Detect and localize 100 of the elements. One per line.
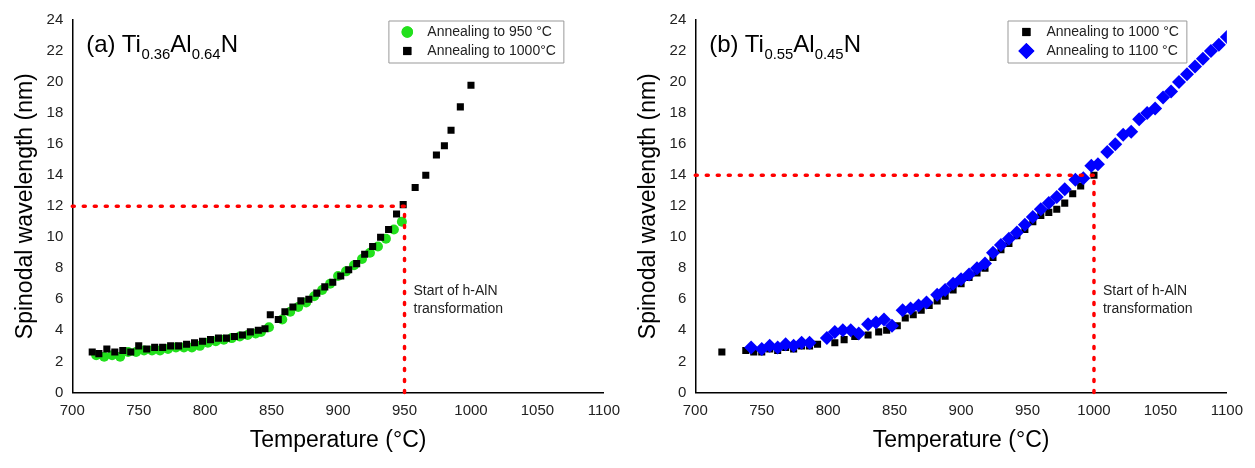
point: [175, 342, 183, 350]
point: [135, 342, 143, 350]
point: [447, 126, 455, 134]
point: [261, 325, 269, 333]
y-tick-label: 10: [46, 227, 64, 245]
y-tick-label: 18: [46, 103, 64, 121]
point: [978, 256, 992, 271]
point: [206, 336, 215, 344]
point: [305, 295, 313, 303]
point: [385, 225, 393, 234]
point: [396, 216, 407, 227]
x-tick-label: 900: [325, 400, 351, 418]
point: [1100, 144, 1115, 159]
point: [183, 340, 191, 348]
point: [1203, 44, 1218, 59]
point: [946, 276, 961, 291]
point: [440, 142, 448, 150]
point: [353, 260, 361, 268]
y-tick-label: 22: [669, 41, 687, 59]
y-tick-label: 18: [669, 103, 687, 121]
x-tick-label: 850: [259, 400, 285, 418]
point: [1108, 137, 1123, 152]
point: [230, 333, 238, 341]
y-tick-label: 24: [46, 10, 64, 28]
point: [151, 343, 159, 351]
point: [143, 345, 151, 353]
x-tick-label: 900: [948, 400, 974, 418]
point: [1001, 231, 1016, 246]
point: [274, 315, 282, 324]
point: [840, 336, 848, 344]
point: [266, 311, 274, 319]
point: [313, 289, 321, 297]
x-tick-label: 750: [749, 400, 775, 418]
x-tick-label: 1100: [587, 400, 620, 418]
annotation: Start of h-AlN transformation: [413, 282, 504, 317]
point: [884, 318, 899, 333]
point: [954, 272, 969, 287]
y-tick-label: 2: [54, 351, 64, 369]
point: [877, 312, 891, 327]
point: [1172, 75, 1187, 90]
point: [1009, 225, 1024, 240]
y-tick-label: 14: [669, 165, 687, 183]
point: [377, 233, 385, 241]
x-axis-title: Temperature (°C): [249, 425, 427, 452]
x-tick-label: 800: [815, 400, 841, 418]
y-tick-label: 12: [669, 196, 687, 214]
point: [962, 267, 977, 282]
point: [930, 287, 945, 302]
point: [159, 343, 167, 351]
point: [1195, 51, 1210, 66]
point: [1049, 189, 1064, 204]
y-tick-label: 2: [677, 351, 687, 369]
point: [1057, 182, 1072, 197]
point: [718, 348, 726, 356]
point: [222, 334, 230, 342]
point: [393, 210, 401, 218]
x-tick-label: 1000: [454, 400, 488, 418]
point: [903, 301, 918, 316]
point: [1148, 101, 1163, 116]
point: [119, 346, 127, 355]
point: [1053, 205, 1061, 213]
point: [111, 348, 119, 356]
point: [919, 295, 934, 310]
point: [831, 339, 839, 347]
point: [95, 350, 103, 358]
y-tick-label: 0: [54, 382, 64, 400]
y-tick-label: 16: [46, 134, 64, 152]
point: [369, 243, 377, 251]
y-tick-label: 16: [669, 134, 687, 152]
point: [289, 303, 297, 311]
point: [1033, 202, 1048, 217]
point: [1132, 112, 1147, 127]
point: [103, 345, 111, 353]
legend-label: Annealing to 1000 °C: [1046, 22, 1179, 39]
y-axis-title: Spinodal wavelength (nm): [11, 73, 38, 340]
point: [875, 328, 883, 336]
legend-label: Annealing to 950 °C: [427, 22, 552, 39]
point: [127, 348, 135, 356]
x-tick-label: 750: [126, 400, 152, 418]
point: [432, 151, 440, 159]
y-tick-label: 24: [669, 10, 687, 28]
point: [1211, 37, 1226, 52]
point: [238, 331, 246, 339]
point: [864, 331, 872, 339]
y-tick-label: 20: [46, 72, 64, 90]
y-tick-label: 8: [54, 258, 64, 276]
point: [321, 283, 329, 291]
point: [214, 334, 223, 342]
point: [970, 261, 985, 276]
point: [422, 171, 430, 179]
point: [345, 266, 353, 274]
legend-label: Annealing to 1000°C: [427, 41, 556, 58]
point: [167, 342, 175, 350]
point: [456, 103, 464, 111]
x-tick-label: 850: [882, 400, 908, 418]
x-tick-label: 700: [682, 400, 708, 418]
y-tick-label: 22: [46, 41, 64, 59]
x-tick-label: 1100: [1210, 400, 1243, 418]
point: [411, 184, 419, 192]
x-tick-label: 800: [192, 400, 218, 418]
